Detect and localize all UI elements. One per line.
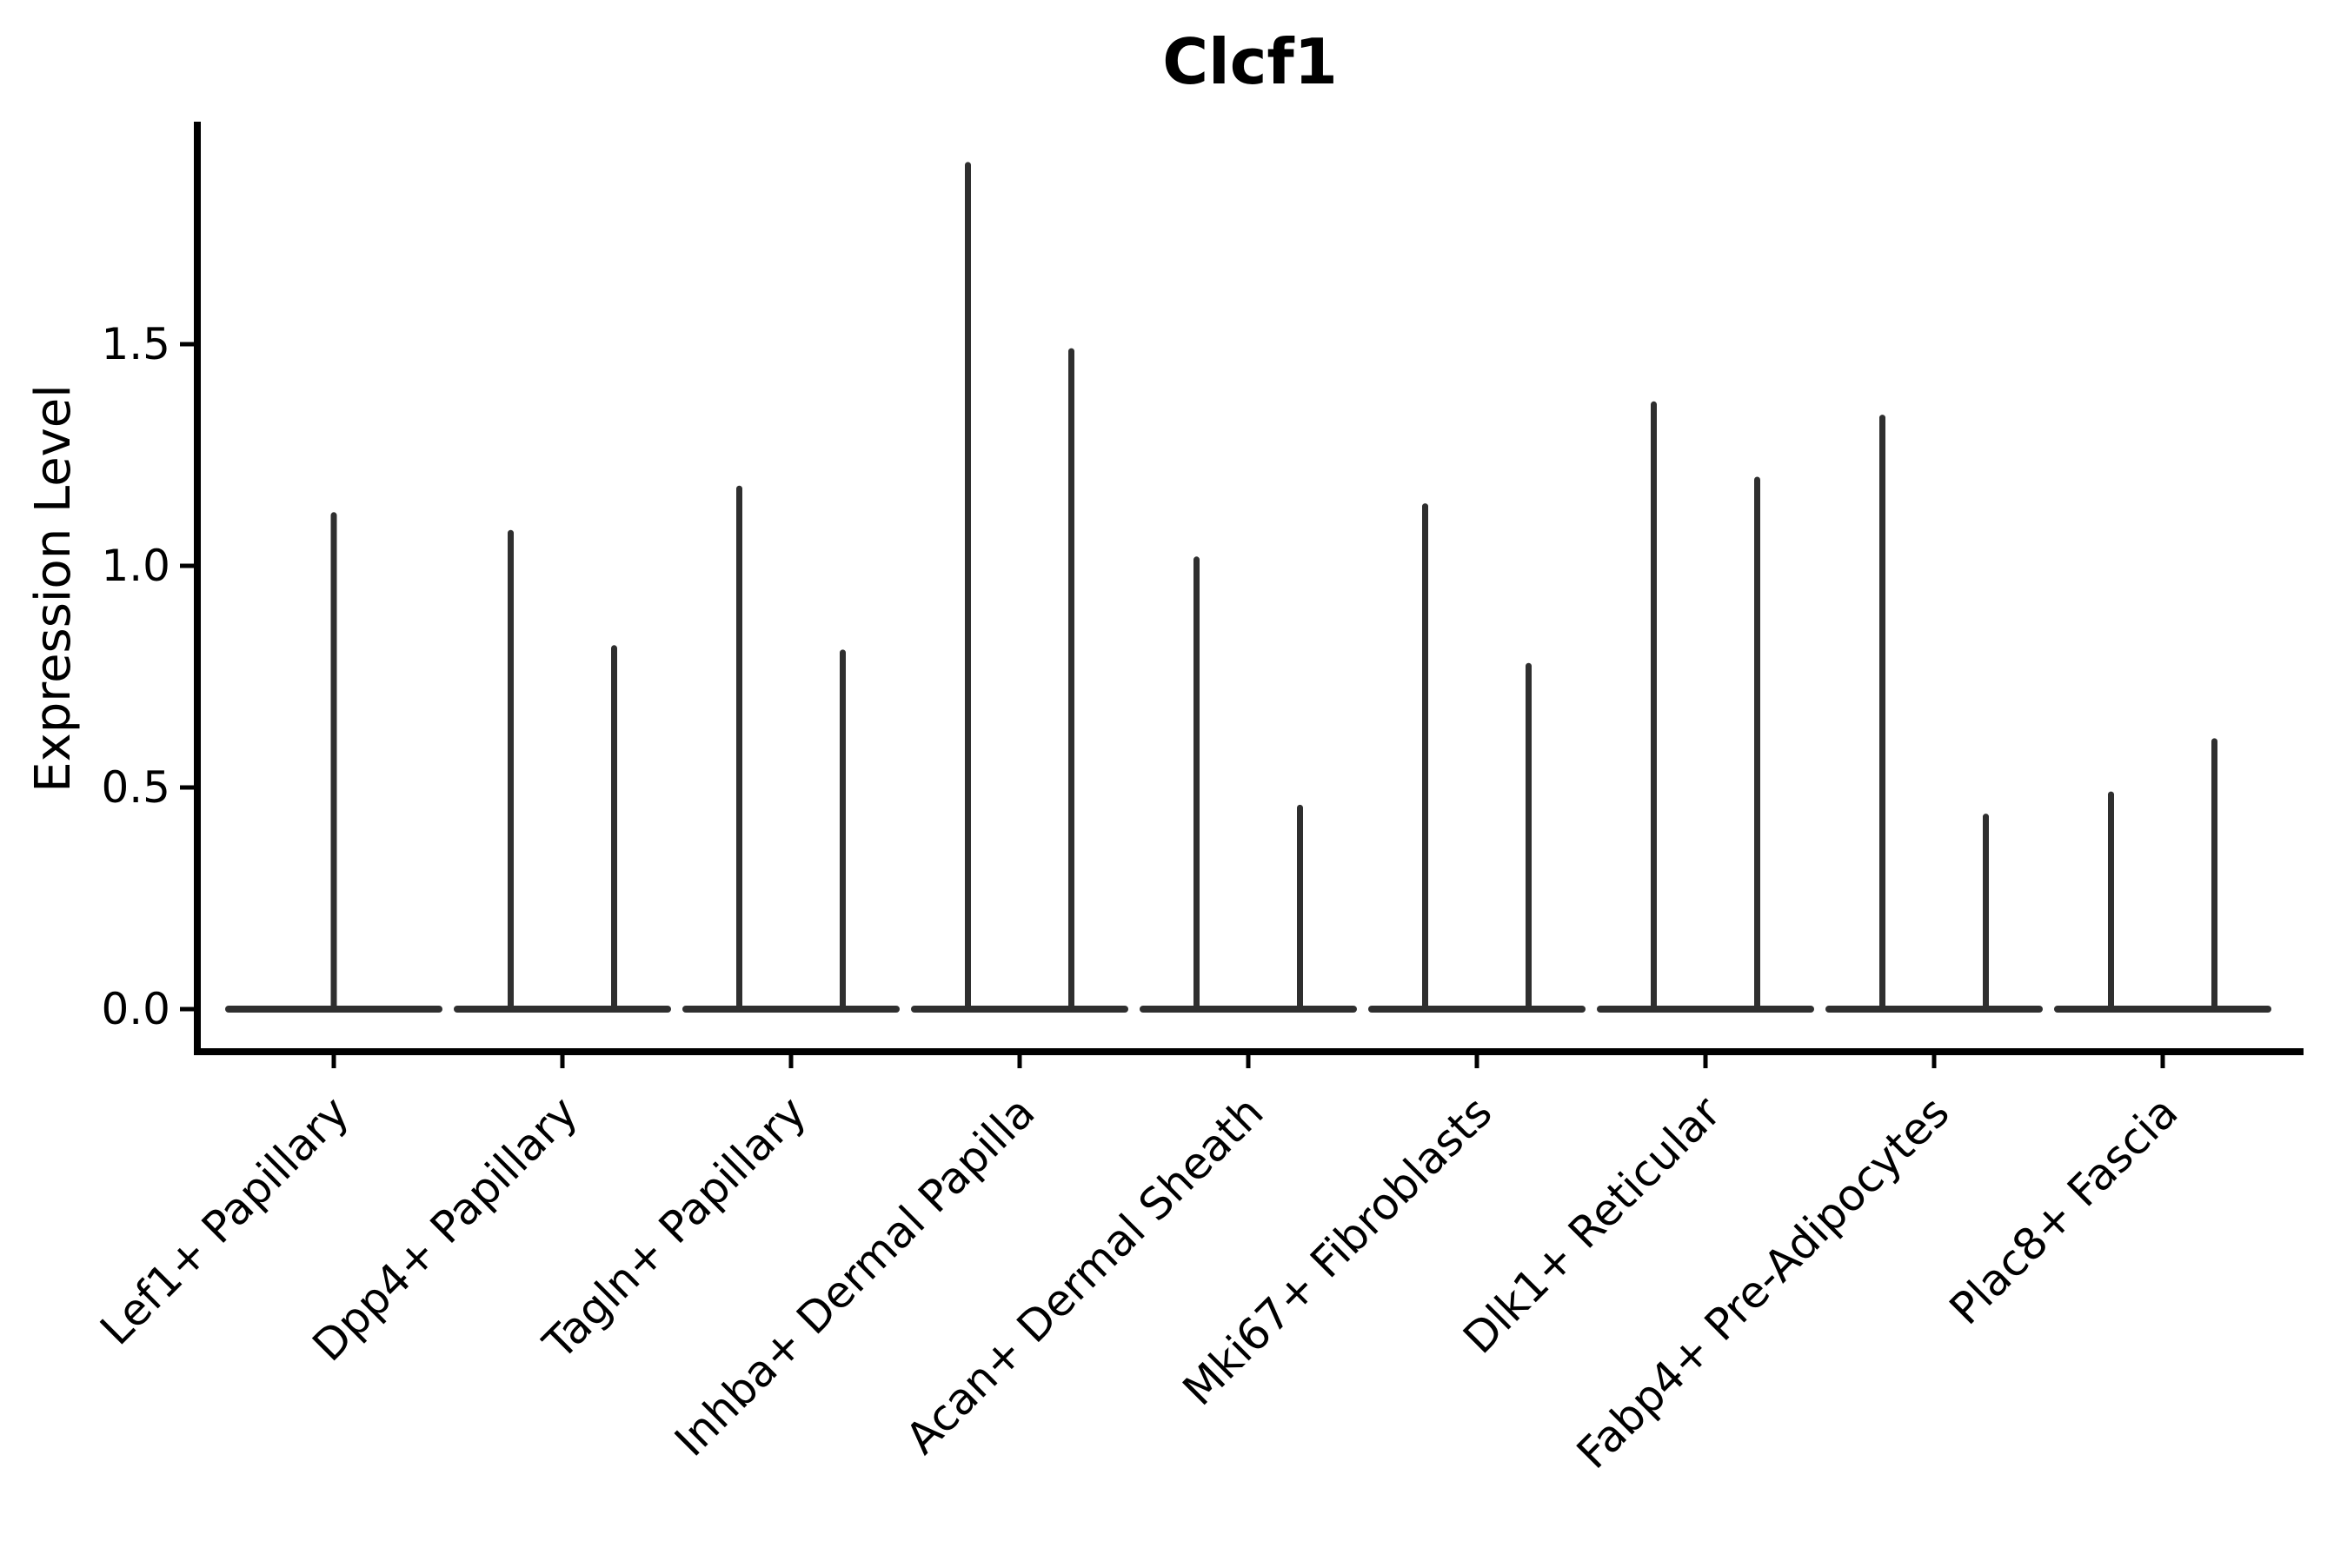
x-tick-label: Lef1+ Papillary bbox=[90, 1086, 358, 1354]
y-tick-label: 1.5 bbox=[101, 319, 170, 369]
y-tick-label: 0.0 bbox=[101, 984, 170, 1034]
y-tick-label: 0.5 bbox=[101, 762, 170, 813]
x-tick-label: Plac8+ Fascia bbox=[1940, 1086, 2188, 1334]
plot-title: Clcf1 bbox=[1162, 25, 1338, 98]
x-tick-label: Fabp4+ Pre-Adipocytes bbox=[1567, 1086, 1959, 1478]
y-axis-label: Expression Level bbox=[25, 384, 82, 793]
y-tick-label: 1.0 bbox=[101, 541, 170, 591]
